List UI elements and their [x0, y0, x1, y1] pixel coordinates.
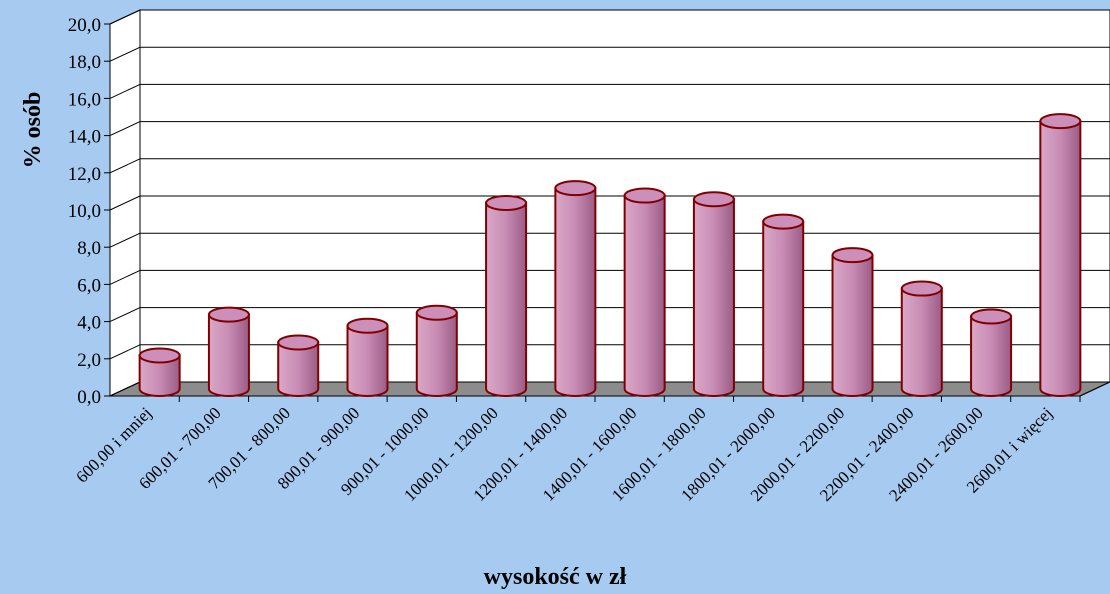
bar	[1039, 120, 1082, 397]
bar	[692, 198, 735, 397]
side-grid-line	[109, 381, 141, 397]
y-tick-label: 10,0	[68, 201, 101, 222]
y-tick-label: 16,0	[68, 89, 101, 110]
bar-top	[554, 180, 597, 197]
bar-top	[900, 280, 943, 297]
y-tick-label: 0,0	[77, 387, 101, 408]
bar	[415, 311, 458, 397]
bar-top	[485, 195, 528, 211]
bar	[762, 220, 805, 397]
y-tick-label: 4,0	[77, 313, 101, 334]
y-tick-label: 12,0	[68, 164, 101, 185]
side-grid-line	[109, 9, 141, 25]
bar-top	[1039, 113, 1082, 130]
bar	[970, 315, 1013, 397]
x-axis-title: wysokość w zł	[484, 564, 627, 590]
side-grid-line	[109, 83, 141, 99]
side-grid-line	[109, 232, 141, 248]
side-grid-line	[109, 269, 141, 285]
bar	[277, 341, 320, 397]
bar-top	[970, 308, 1013, 325]
bar	[554, 187, 597, 397]
side-grid-line	[109, 46, 141, 62]
bar	[831, 254, 874, 397]
bar	[346, 324, 389, 397]
y-tick-label: 14,0	[68, 127, 101, 148]
y-tick-label: 2,0	[77, 350, 101, 371]
bar-top	[831, 247, 874, 264]
floor	[109, 381, 1110, 397]
bar-top	[623, 187, 666, 204]
y-tick-label: 18,0	[68, 52, 101, 73]
bar-top	[346, 317, 389, 334]
bar	[207, 313, 250, 397]
y-tick-label: 6,0	[77, 275, 101, 296]
bar	[485, 202, 528, 397]
side-grid-line	[109, 307, 141, 323]
y-tick-label: 20,0	[68, 15, 101, 36]
x-axis-depth	[1079, 381, 1110, 397]
bar	[623, 194, 666, 397]
bar	[138, 354, 181, 397]
side-grid-line	[109, 195, 141, 211]
side-grid-line	[109, 344, 141, 360]
bar-top	[692, 191, 735, 208]
side-grid-line	[109, 158, 141, 174]
bar	[900, 287, 943, 397]
side-grid-line	[109, 121, 141, 137]
bar-top	[415, 304, 458, 321]
bar-top	[138, 347, 181, 364]
y-tick-label: 8,0	[77, 238, 101, 259]
bar-top	[762, 213, 805, 230]
y-axis-title: % osób	[20, 92, 46, 169]
bar-top	[277, 334, 320, 351]
bar-top	[207, 306, 250, 323]
